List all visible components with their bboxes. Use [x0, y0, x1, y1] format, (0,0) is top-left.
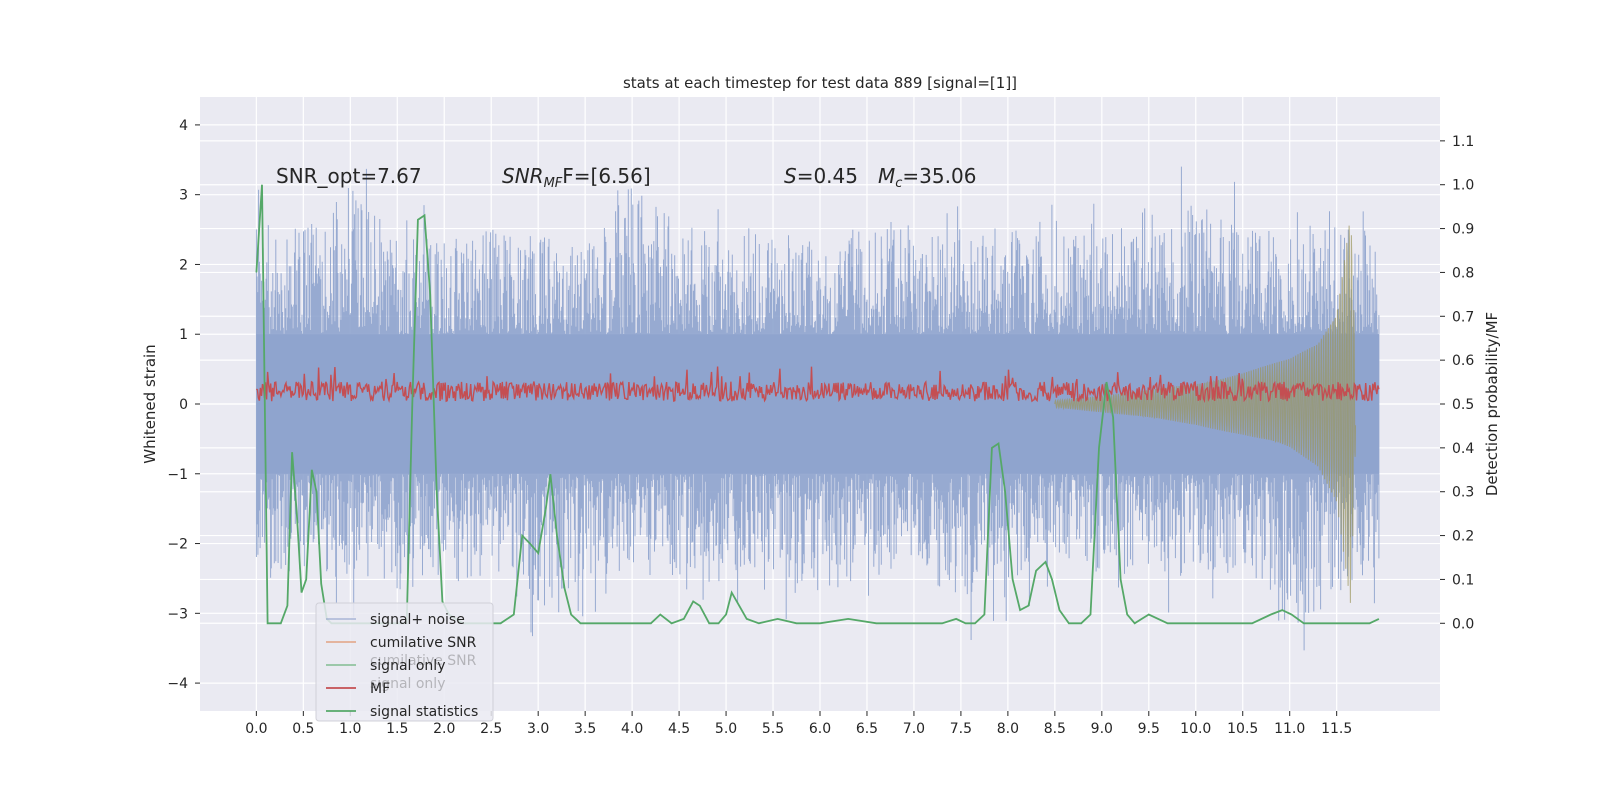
- mf-line: [255, 366, 1380, 404]
- x-tick-label-20: 10.0: [1180, 721, 1211, 737]
- x-tick-label-5: 2.5: [480, 721, 502, 737]
- y2-tick-label-10: 0.1: [1452, 572, 1474, 588]
- y2-tick-label-9: 0.2: [1452, 529, 1474, 545]
- y2-tick-label-0: 1.1: [1452, 134, 1474, 150]
- y2-tick-label-5: 0.6: [1452, 353, 1474, 369]
- y-tick-label-3: 1: [179, 327, 188, 343]
- y-tick-label-4: 0: [179, 397, 188, 413]
- annotation-mc-rest: =35.06: [902, 164, 976, 188]
- y-tick-label-6: −2: [167, 537, 188, 553]
- y-tick-label-0: 4: [179, 118, 188, 134]
- annotation-mc-sub: c: [895, 176, 902, 191]
- x-tick-label-19: 9.5: [1138, 721, 1160, 737]
- x-tick-label-13: 6.5: [856, 721, 878, 737]
- y-tick-label-5: −1: [167, 467, 188, 483]
- y2-tick-label-6: 0.5: [1452, 397, 1474, 413]
- x-tick-label-8: 4.0: [621, 721, 643, 737]
- annotation-mc-main: M: [878, 164, 895, 188]
- x-tick-label-6: 3.0: [527, 721, 549, 737]
- annotation-s: S=0.45: [784, 164, 858, 188]
- signal-plus-noise-band: [255, 166, 1380, 651]
- mf-band: [255, 366, 1380, 404]
- y-tick-label-1: 3: [179, 188, 188, 204]
- annotation-snr-opt: SNR_opt=7.67: [276, 164, 422, 188]
- legend-ghost-1: cumilative SNR: [370, 653, 477, 669]
- legend-label-0: signal+ noise: [370, 612, 465, 628]
- x-tick-label-21: 10.5: [1227, 721, 1258, 737]
- x-tick-label-23: 11.5: [1321, 721, 1352, 737]
- x-tick-label-11: 5.5: [762, 721, 784, 737]
- x-tick-label-3: 1.5: [386, 721, 408, 737]
- legend-label-3: MF: [370, 681, 390, 697]
- annotation-mc: Mc=35.06: [878, 164, 976, 191]
- annotation-snr-mf-rest: F=[6.56]: [562, 164, 650, 188]
- y2-axis-label: Detection probability/MF: [1483, 312, 1501, 496]
- legend-box: [315, 602, 494, 722]
- x-tick-label-22: 11.0: [1274, 721, 1305, 737]
- y2-tick-label-8: 0.3: [1452, 485, 1474, 501]
- y2-tick-label-3: 0.8: [1452, 265, 1474, 281]
- y2-tick-label-7: 0.4: [1452, 441, 1474, 457]
- x-tick-label-0: 0.0: [245, 721, 267, 737]
- y-tick-label-2: 2: [179, 257, 188, 273]
- x-tick-label-15: 7.5: [950, 721, 972, 737]
- y2-tick-label-2: 0.9: [1452, 222, 1474, 238]
- x-tick-label-1: 0.5: [292, 721, 314, 737]
- legend-ghost-2: signal only: [370, 676, 445, 692]
- y-tick-label-8: −4: [167, 676, 188, 692]
- x-tick-label-18: 9.0: [1091, 721, 1113, 737]
- legend-label-4: signal statistics: [370, 704, 478, 720]
- y2-tick-label-11: 0.0: [1452, 616, 1474, 632]
- y-axis-label: Whitened strain: [141, 344, 159, 463]
- y-tick-label-7: −3: [167, 606, 188, 622]
- x-tick-label-17: 8.5: [1044, 721, 1066, 737]
- annotation-s-rest: =0.45: [797, 164, 858, 188]
- annotation-snr-mf-sub: MF: [544, 176, 563, 191]
- annotation-snr-mf-main: SNR: [502, 164, 544, 188]
- x-tick-label-16: 8.0: [997, 721, 1019, 737]
- y2-tick-label-1: 1.0: [1452, 178, 1474, 194]
- annotation-snr-mf: SNRMFF=[6.56]: [502, 164, 651, 191]
- x-tick-label-10: 5.0: [715, 721, 737, 737]
- x-tick-label-4: 2.0: [433, 721, 455, 737]
- axis-ticks: 0.0 0.5 1.0 1.5 2.0 2.5 3.0 3.5 4.0 4.5 5.0 5.5 6.0 6…: [167, 118, 1474, 737]
- legend: cumilative SNR signal only signal+ noise…: [315, 602, 494, 722]
- x-tick-label-9: 4.5: [668, 721, 690, 737]
- legend-label-1: cumilative SNR: [370, 635, 477, 651]
- legend-label-2: signal only: [370, 658, 445, 674]
- x-tick-label-2: 1.0: [339, 721, 361, 737]
- x-tick-label-7: 3.5: [574, 721, 596, 737]
- x-tick-label-12: 6.0: [809, 721, 831, 737]
- chart-title: stats at each timestep for test data 889…: [623, 74, 1017, 92]
- annotation-s-sym: S: [784, 164, 797, 188]
- y2-tick-label-4: 0.7: [1452, 309, 1474, 325]
- x-tick-label-14: 7.0: [903, 721, 925, 737]
